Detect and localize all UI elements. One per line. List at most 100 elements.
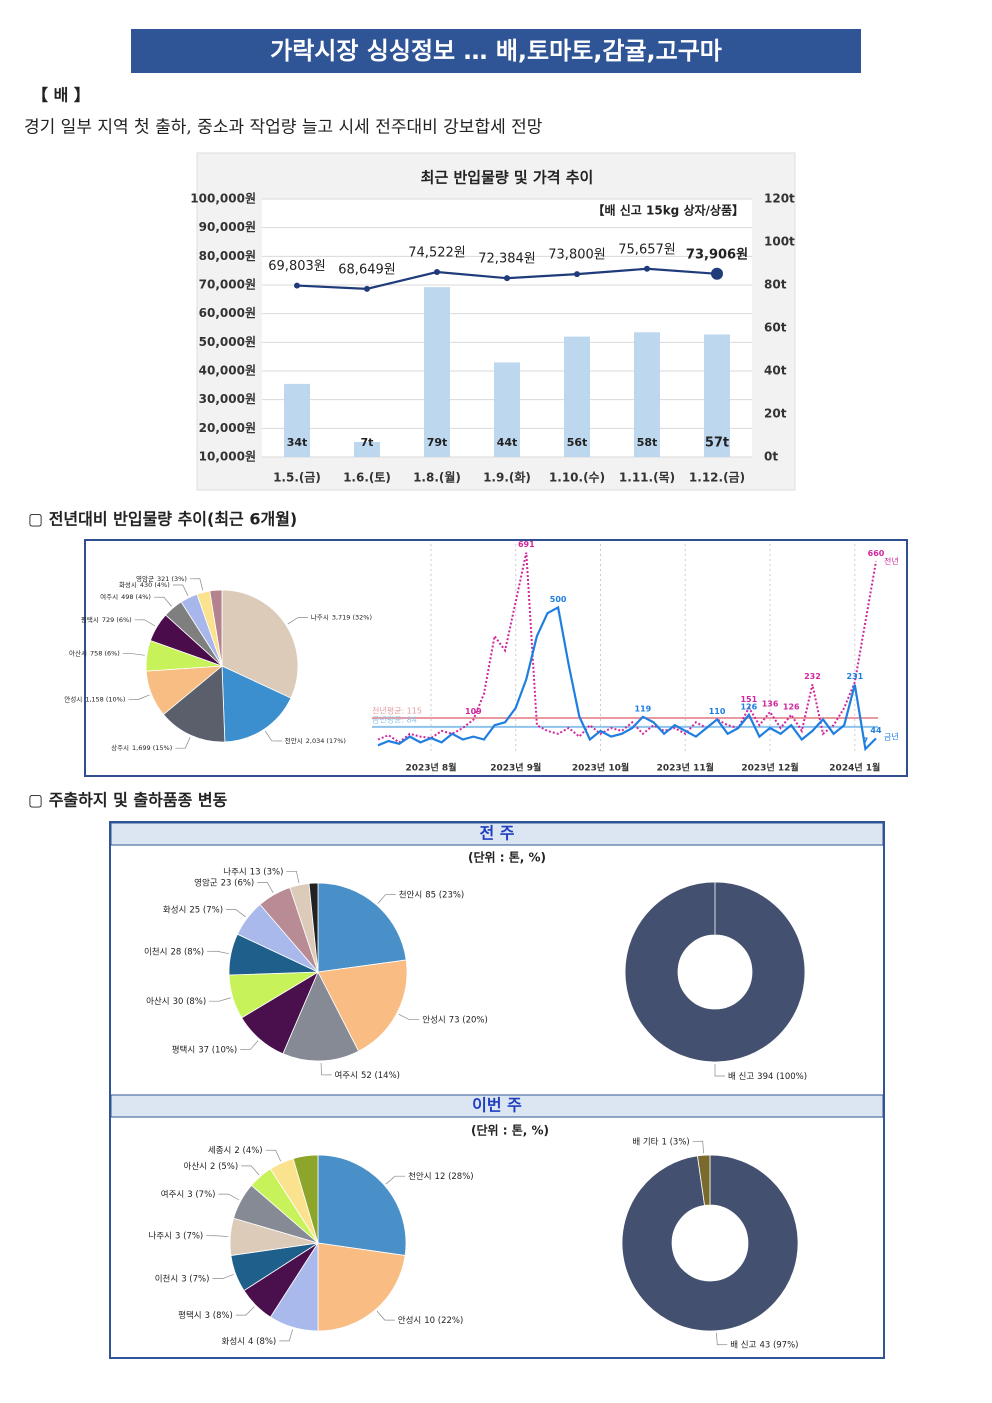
point-label: 44 [870,726,882,735]
point-label: 231 [846,672,863,681]
title-banner [131,29,861,73]
bar-label: 58t [637,436,658,449]
donut-slice [624,881,806,1063]
slice-label: 여주시 498 (4%) [100,592,151,601]
slice-value: 43 (97%) [759,1340,798,1350]
leader-line [207,950,229,955]
reference-label: 금년평균: 84 [372,714,417,724]
y-tick-label: 60,000원 [199,306,256,320]
slice-value: 30 (8%) [173,997,207,1007]
slice-category: 영암군 [194,877,218,888]
panel-subtitle: (단위 : 톤, %) [468,850,546,865]
pie-slice [233,1184,319,1244]
y2-tick-label: 40t [764,364,787,378]
pie-slice [145,640,223,672]
pie-slice [229,1217,319,1256]
page-title: 가락시장 싱싱정보 … 배,토마토,감귤,고구마 [270,37,722,65]
series-line [377,605,877,752]
leader-line [287,617,308,625]
slice-category: 천안시 [408,1171,431,1182]
pie-slice [180,593,223,667]
slice-value: 4 (8%) [248,1336,276,1346]
x-tick-label: 1.8.(월) [413,470,461,485]
leader-line [265,1149,281,1162]
x-tick-label: 1.5.(금) [273,471,321,485]
slice-label: 화성시 4 (8%) [222,1336,277,1346]
slice-value: 2 (5%) [210,1161,238,1171]
pie-slice [209,589,223,667]
leader-line [714,1064,725,1077]
slice-label: 이천시 3 (7%) [155,1273,210,1284]
pie-slice [230,1242,319,1292]
y2-tick-label: 100t [764,235,795,249]
price-label: 68,649원 [338,262,395,277]
panel-title: 전 주 [479,824,514,843]
slice-category: 천안시 [399,889,422,900]
leader-line [692,1140,704,1154]
slice-category: 나주시 [149,1231,172,1241]
slice-category: 화성시 [222,1336,245,1346]
sub-heading: ▢ 전년대비 반입물량 추이(최근 6개월) [28,510,297,529]
slice-value: 321 (3%) [157,575,187,583]
y-tick-label: 100,000원 [190,192,256,206]
leader-line [286,870,300,884]
leader-line [240,1040,259,1050]
pie-slice [292,1154,319,1244]
point-label: 109 [465,707,482,716]
slice-value: 10 (22%) [424,1316,463,1326]
y2-tick-label: 120t [764,192,795,206]
slice-label: 배 신고 394 (100%) [728,1072,807,1082]
slice-category: 상주시 [111,743,129,752]
slice-value: 73 (20%) [449,1015,488,1025]
slice-label: 안성시 73 (20%) [422,1014,488,1025]
bar [704,334,730,457]
slice-label: 평택시 37 (10%) [172,1044,238,1055]
slice-value: 3,719 (32%) [332,614,372,622]
x-tick-label: 2024년 1월 [829,762,880,774]
leader-line [189,578,204,591]
panel-header [110,822,884,846]
pie-slice [145,665,224,716]
leader-line [264,730,282,742]
leader-line [128,694,150,700]
leader-line [257,882,274,893]
pie-slice [317,959,408,1052]
slice-label: 영암군 23 (6%) [194,877,254,888]
price-point [434,269,440,276]
panel-subtitle: (단위 : 톤, %) [471,1123,549,1138]
point-label: 110 [709,707,726,716]
summary: 경기 일부 지역 첫 출하, 중소과 작업량 늘고 시세 전주대비 강보합세 전… [24,118,543,138]
slice-value: 758 (6%) [90,650,120,658]
leader-line [122,653,145,656]
pie-slice [241,971,319,1055]
slice-category: 세종시 [208,1146,231,1156]
price-label: 73,906원 [686,247,748,262]
slice-label: 안성시 10 (22%) [398,1315,464,1326]
bar [284,383,310,457]
slice-category: 여주시 [334,1069,357,1080]
slice-value: 3 (7%) [181,1274,209,1284]
slice-category: 화성시 [119,580,137,589]
y-tick-label: 30,000원 [199,392,256,406]
leader-line [279,1329,293,1342]
pie-slice [282,971,360,1062]
slice-value: 13 (3%) [250,867,284,877]
pie-slice [236,903,319,973]
slice-category: 영암군 [136,574,154,583]
point-label: 119 [635,704,652,713]
leader-line [241,1165,260,1176]
slice-value: 1,699 (15%) [132,744,172,752]
slice-label: 화성시 430 (4%) [119,580,170,589]
slice-category: 평택시 [81,615,99,624]
slice-label: 나주시 3 (7%) [149,1231,204,1241]
bar [494,362,520,457]
slice-label: 나주시 13 (3%) [223,867,283,877]
legend-label: 금년 [884,732,899,742]
panel-header [110,1094,884,1118]
pie-slice [308,882,319,973]
point-label: 151 [740,695,757,704]
chart-note: 【배 신고 15kg 상자/상품】 [593,203,744,218]
slice-value: 2,034 (17%) [306,737,346,745]
slice-category: 아산시 [184,1160,207,1171]
point-label: 136 [762,699,779,708]
